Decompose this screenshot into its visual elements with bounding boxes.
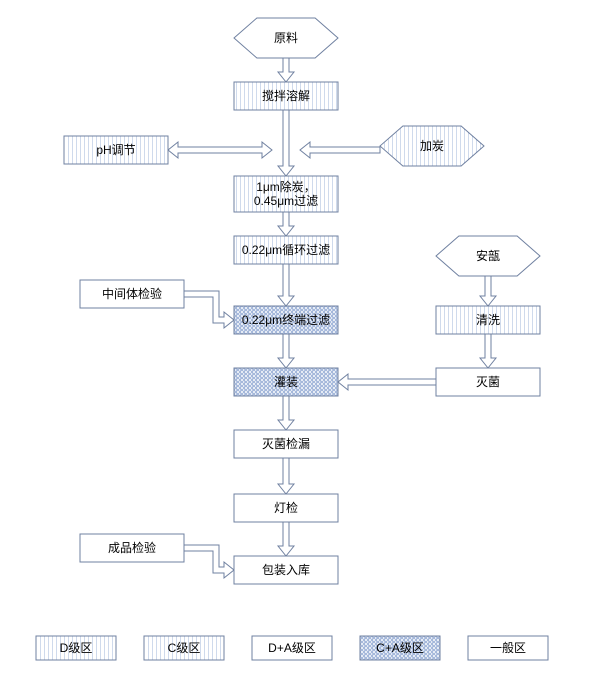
node-label-midcheck: 中间体检验 (102, 286, 162, 301)
node-label-wash: 清洗 (476, 313, 500, 327)
node-label-pack: 包装入库 (262, 562, 310, 577)
node-label-fill: 灌装 (274, 375, 298, 389)
node-label-legend-0: D级区 (60, 641, 93, 655)
node-label-finalcheck: 成品检验 (108, 540, 156, 555)
node-label-legend-4: 一般区 (490, 640, 526, 655)
node-label-filter022t: 0.22μm终端过滤 (242, 312, 330, 327)
node-label-ph: pH调节 (96, 143, 135, 157)
node-label-lamp: 灯检 (274, 500, 298, 515)
node-label-charcoal: 加炭 (420, 139, 444, 153)
node-label-filter1: 1μm除炭，0.45μm过滤 (254, 179, 318, 208)
node-label-legend-2: D+A级区 (268, 641, 316, 655)
node-label-mix: 搅拌溶解 (262, 88, 310, 103)
node-label-ampoule: 安瓿 (476, 248, 500, 263)
node-label-sterilize: 灭菌 (476, 375, 500, 389)
flowchart-canvas: 原料搅拌溶解 pH调节 加炭 1μm除炭，0.45μm过滤 0.22μm循环过滤中间体检… (0, 0, 599, 682)
node-label-filter022c: 0.22μm循环过滤 (242, 243, 330, 257)
node-label-legend-3: C+A级区 (376, 641, 424, 655)
node-label-leakcheck: 灭菌检漏 (262, 436, 310, 451)
node-label-raw: 原料 (274, 31, 298, 45)
node-label-legend-1: C级区 (168, 641, 201, 655)
